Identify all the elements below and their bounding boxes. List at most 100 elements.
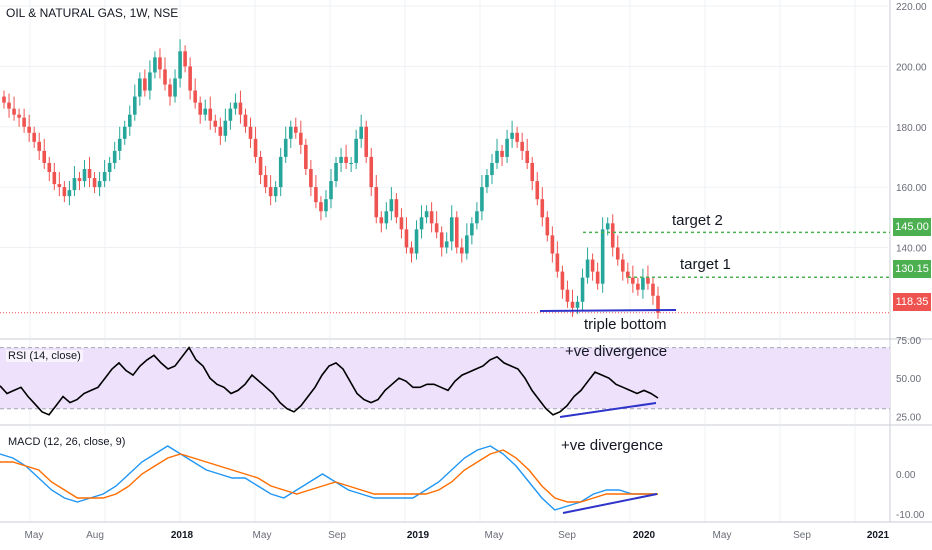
candle-body [293,126,298,133]
candle-body [309,169,313,188]
macd-tick-label: -10.00 [896,510,925,521]
candle-body [122,126,127,139]
price-tick-label: 220.00 [896,2,927,13]
triple-bottom-annotation: triple bottom [584,316,667,333]
candle-body [394,199,399,218]
candle-body [183,51,187,67]
candle-body [384,211,389,224]
candle-body [143,78,147,91]
candle-body [344,156,348,163]
candle-body [233,102,238,109]
target-2-price-tag: 145.00 [893,218,931,236]
candle-body [414,229,419,254]
candle-body [288,126,293,139]
candle-body [595,271,600,284]
candle-body [626,271,630,278]
price-tick-label: 200.00 [896,62,927,73]
price-tick-label: 140.00 [896,243,927,254]
candle-body [374,187,379,218]
candle-body [485,175,489,188]
candle-body [107,162,112,173]
x-tick-label: 2019 [407,530,430,541]
rsi-divergence-line [559,402,657,418]
rsi-legend[interactable]: RSI (14, close) [6,350,83,362]
rsi-tick-label: 50.00 [896,374,921,385]
candle-body [238,102,243,115]
macd-line [0,445,658,511]
candle-body [97,181,102,188]
candle-body [429,211,434,224]
candle-body [138,78,142,97]
candle-body [319,202,323,212]
candle-body [218,126,223,136]
candle-body [530,162,535,182]
candle-body [12,108,16,115]
candle-body [379,217,384,224]
candle-body [454,217,459,248]
candle-body [525,150,529,163]
candle-body [424,211,429,218]
rsi-line [0,346,659,416]
candle-body [213,120,218,127]
candle-body [349,162,353,164]
x-tick-label: Sep [558,530,576,541]
x-tick-label: 2021 [867,530,890,541]
candle-body [449,217,454,242]
candle-body [273,187,278,197]
candle-body [615,247,620,260]
candle-body [248,126,253,139]
candle-body [253,138,258,157]
rsi-tick-label: 75.00 [896,336,921,347]
candle-body [651,283,655,296]
candle-body [636,283,640,290]
candle-body [77,178,82,182]
rsi-tick-label: 25.00 [896,412,921,423]
candle-body [475,211,479,224]
candle-body [127,114,132,127]
candle-body [600,229,605,284]
candle-body [263,175,268,188]
candle-body [465,235,469,254]
candle-body [304,144,308,169]
candle-body [535,181,540,200]
rsi-band [0,347,890,409]
candle-body [409,247,414,254]
candle-body [173,78,177,97]
macd-divergence-annotation: +ve divergence [561,437,664,454]
macd-tick-label: 0.00 [896,470,916,481]
candle-body [62,187,67,197]
x-tick-label: 2020 [633,530,656,541]
candle-body [82,169,87,182]
candle-body [72,178,77,191]
candle-body [480,187,484,212]
candle-body [102,172,107,182]
candle-body [460,247,464,254]
macd-divergence-line [562,493,658,514]
x-tick-label: Aug [86,530,104,541]
candle-body [47,162,52,173]
candle-body [565,289,570,302]
x-tick-label: May [25,530,44,541]
candle-body [631,277,635,284]
candle-body [92,178,97,188]
candle-body [540,199,545,218]
price-tick-label: 160.00 [896,183,927,194]
x-tick-label: Sep [328,530,346,541]
x-tick-label: 2018 [171,530,194,541]
candle-body [133,96,137,115]
candle-body [364,126,369,157]
candle-body [334,162,338,182]
candle-body [555,253,560,272]
candle-body [163,69,167,85]
macd-legend[interactable]: MACD (12, 26, close, 9) [6,436,128,448]
candle-body [495,150,499,163]
candle-body [560,271,565,290]
chart-title[interactable]: OIL & NATURAL GAS, 1W, NSE [6,6,179,20]
candle-body [2,96,6,103]
x-tick-label: Sep [793,530,811,541]
candle-body [153,57,157,73]
x-tick-label: May [253,530,272,541]
candle-body [168,84,172,97]
candle-body [354,138,358,163]
